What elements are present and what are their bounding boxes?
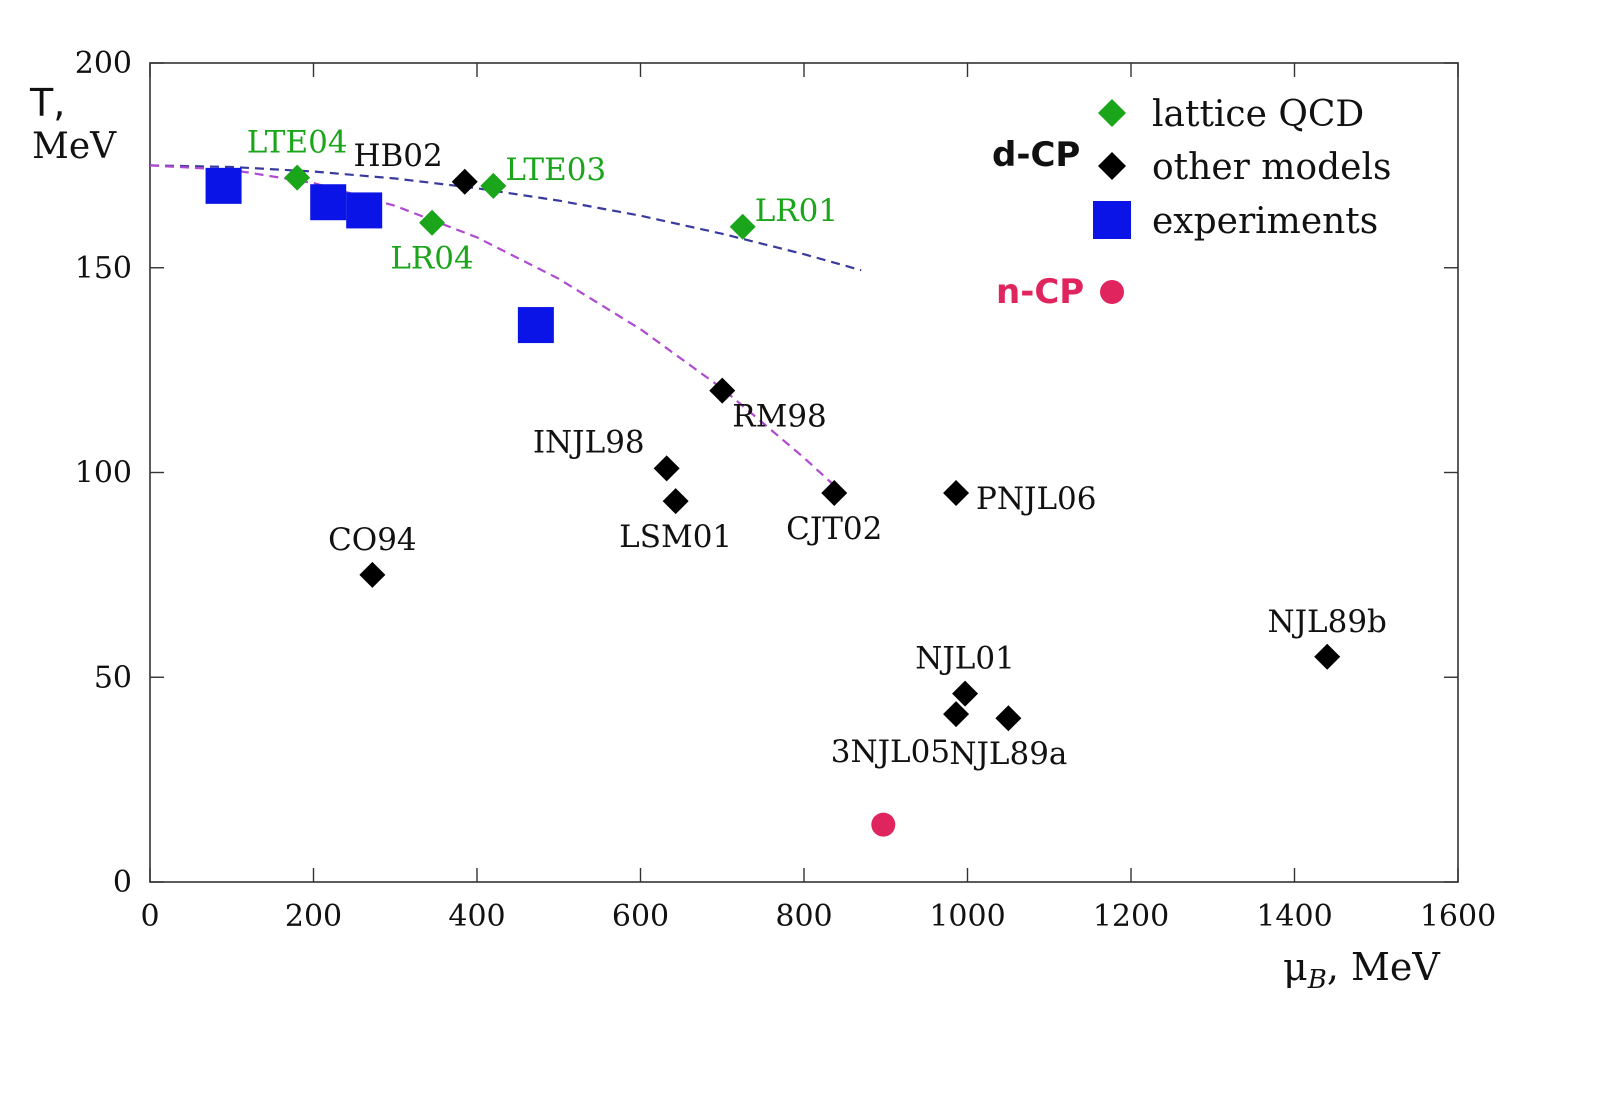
- y-tick-label: 150: [75, 251, 132, 286]
- x-tick-label: 1200: [1093, 899, 1169, 934]
- x-tick-label: 400: [448, 899, 505, 934]
- marker-rm98: [709, 377, 736, 404]
- experiment-marker: [205, 167, 242, 204]
- legend-dcp-label: d-CP: [992, 135, 1080, 175]
- label-rm98: RM98: [732, 399, 827, 435]
- legend-ncp-label: n-CP: [996, 272, 1084, 312]
- marker-hb02: [451, 168, 478, 195]
- marker-lr04: [419, 209, 446, 236]
- label-lte03: LTE03: [505, 152, 606, 188]
- label-lr01: LR01: [755, 193, 838, 229]
- legend-label-2: experiments: [1152, 201, 1378, 242]
- y-axis-label-line1: T,: [29, 81, 65, 125]
- label-3njl05: 3NJL05: [831, 734, 950, 770]
- marker-njl01: [952, 680, 979, 707]
- experiment-marker: [346, 192, 383, 229]
- label-njl89a: NJL89a: [949, 736, 1067, 772]
- experiment-marker: [310, 184, 347, 221]
- y-tick-label: 100: [75, 456, 132, 491]
- legend-marker-0: [1098, 99, 1126, 127]
- legend-marker-1: [1098, 152, 1126, 180]
- marker-injl98: [653, 455, 680, 482]
- marker-co94: [359, 561, 386, 588]
- axes: 0 200 400 600 800 1000 1200 1400 1600 0 50 100 150 20…: [75, 46, 1496, 934]
- marker-njl89a: [995, 705, 1022, 732]
- legend-label-1: other models: [1152, 147, 1391, 188]
- x-tick-label: 600: [612, 899, 669, 934]
- label-pnjl06: PNJL06: [976, 481, 1096, 517]
- marker-njl89b: [1314, 643, 1341, 670]
- x-axis-label: μB, MeV: [1283, 945, 1440, 995]
- legend-label-0: lattice QCD: [1152, 94, 1364, 135]
- x-tick-label: 1000: [929, 899, 1005, 934]
- x-tick-label: 1600: [1420, 899, 1496, 934]
- marker-lr01: [729, 213, 756, 240]
- label-lr04: LR04: [390, 241, 473, 277]
- y-tick-label: 50: [94, 660, 132, 695]
- marker-lte03: [480, 172, 507, 199]
- legend-marker-2: [1093, 201, 1131, 239]
- experiment-marker: [517, 307, 554, 344]
- curve-blue-dashed: [149, 164, 862, 272]
- legend-ncp-marker: [1100, 280, 1124, 304]
- x-tick-label: 0: [140, 899, 159, 934]
- x-axis-label-mu: μ: [1283, 945, 1308, 989]
- y-tick-label: 0: [113, 865, 132, 900]
- x-axis-label-unit: , MeV: [1327, 945, 1441, 989]
- marker-cjt02: [821, 479, 848, 506]
- y-tick-label: 200: [75, 46, 132, 81]
- y-axis-label-line2: MeV: [32, 126, 117, 167]
- label-njl01: NJL01: [915, 641, 1015, 677]
- marker-3njl05: [943, 701, 970, 728]
- label-injl98: INJL98: [533, 424, 645, 460]
- label-co94: CO94: [328, 522, 417, 558]
- x-tick-label: 200: [285, 899, 342, 934]
- x-tick-label: 1400: [1256, 899, 1332, 934]
- label-lsm01: LSM01: [619, 519, 732, 555]
- ncp-marker: [871, 812, 896, 837]
- curves: [149, 164, 862, 489]
- label-lte04: LTE04: [247, 125, 348, 161]
- x-axis-label-sub: B: [1307, 965, 1327, 995]
- data-points: LTE04 LR04 LTE03 LR01 HB02 CO94 INJL98 LSM01 RM9…: [205, 125, 1387, 837]
- x-tick-label: 800: [775, 899, 832, 934]
- label-hb02: HB02: [353, 138, 442, 174]
- label-cjt02: CJT02: [786, 511, 882, 547]
- legend: lattice QCD other models experiments d-CP n-…: [992, 94, 1391, 312]
- label-njl89b: NJL89b: [1267, 604, 1386, 640]
- marker-pnjl06: [943, 479, 970, 506]
- curve-purple-dashed: [149, 164, 838, 489]
- marker-lte04: [284, 164, 311, 191]
- marker-lsm01: [662, 488, 689, 515]
